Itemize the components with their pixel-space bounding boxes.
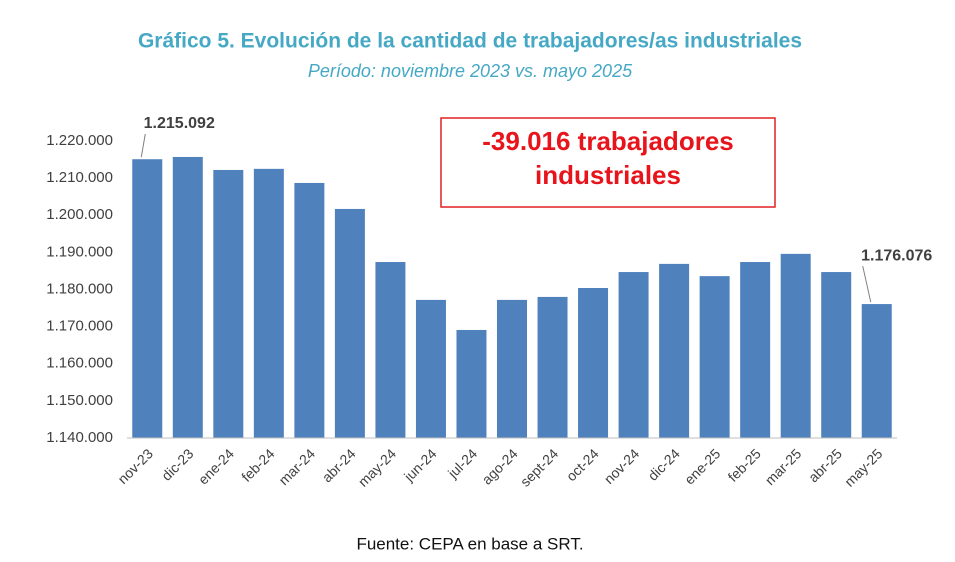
- x-tick-label: may-25: [841, 445, 885, 489]
- x-tick-label: dic-24: [645, 445, 683, 483]
- x-tick-label: jun-24: [400, 445, 440, 485]
- x-tick-label: nov-23: [114, 445, 156, 487]
- annotation-line: industriales: [535, 160, 681, 190]
- x-tick-label: oct-24: [563, 445, 602, 484]
- bar: [497, 299, 527, 438]
- annotation-box: [440, 117, 776, 208]
- chart-subtitle: Período: noviembre 2023 vs. mayo 2025: [308, 61, 633, 81]
- x-tick-label: mar-24: [275, 445, 318, 488]
- bar: [699, 276, 730, 438]
- bar: [132, 159, 163, 438]
- x-tick-label: sept-24: [517, 445, 561, 489]
- y-tick-label: 1.170.000: [46, 318, 113, 335]
- bar: [659, 263, 690, 438]
- x-tick-label: feb-25: [725, 445, 765, 485]
- y-tick-label: 1.200.000: [46, 206, 113, 223]
- x-tick-label: jul-24: [444, 445, 480, 481]
- chart-title: Gráfico 5. Evolución de la cantidad de t…: [138, 30, 802, 53]
- bar: [537, 296, 568, 438]
- x-tick-label: ene-25: [681, 445, 723, 487]
- y-tick-label: 1.160.000: [46, 355, 113, 372]
- leader-line: [862, 265, 872, 303]
- bar: [253, 168, 284, 438]
- bar: [375, 262, 406, 438]
- bar: [618, 272, 649, 438]
- bar: [780, 253, 811, 438]
- x-tick-label: feb-24: [238, 445, 278, 485]
- y-tick-label: 1.140.000: [46, 429, 113, 446]
- bar: [821, 272, 852, 438]
- x-tick-label: abr-25: [805, 445, 845, 485]
- x-tick-label: mar-25: [762, 445, 805, 488]
- y-tick-label: 1.150.000: [46, 392, 113, 409]
- annotation-line: -39.016 trabajadores: [482, 126, 733, 156]
- x-tick-label: ene-24: [195, 445, 237, 487]
- data-label: 1.176.076: [861, 247, 932, 264]
- x-tick-label: ago-24: [479, 445, 521, 487]
- x-tick-label: nov-24: [601, 445, 643, 487]
- data-label: 1.215.092: [144, 115, 215, 132]
- bar: [456, 329, 487, 438]
- bar: [334, 208, 365, 438]
- bar: [172, 156, 203, 438]
- bar: [213, 169, 244, 438]
- bar: [294, 182, 325, 438]
- y-tick-label: 1.180.000: [46, 280, 113, 297]
- x-tick-label: may-24: [355, 445, 399, 489]
- y-tick-label: 1.220.000: [46, 132, 113, 149]
- leader-line: [140, 133, 146, 158]
- x-tick-label: abr-24: [319, 445, 359, 485]
- source: Fuente: CEPA en base a SRT.: [356, 534, 583, 553]
- x-tick-label: dic-23: [158, 445, 196, 483]
- bar: [415, 299, 446, 438]
- y-tick-label: 1.190.000: [46, 243, 113, 260]
- bar: [740, 262, 771, 438]
- y-tick-label: 1.210.000: [46, 169, 113, 186]
- bar: [578, 288, 609, 438]
- bar: [861, 304, 892, 438]
